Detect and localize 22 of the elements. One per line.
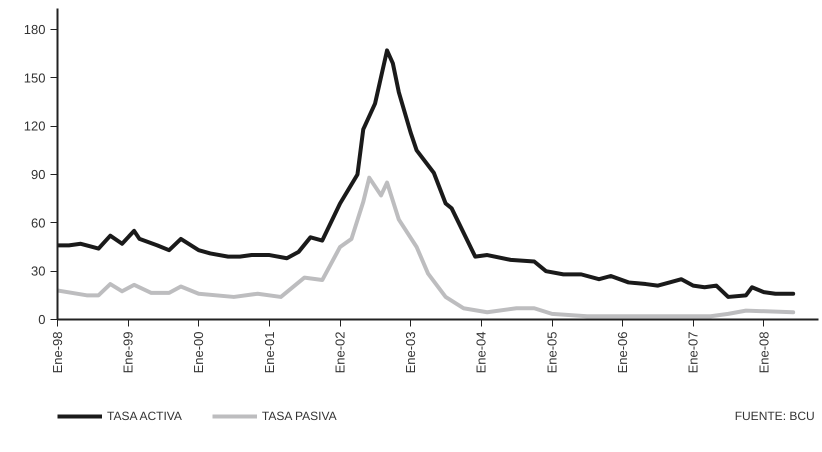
x-tick-label: Ene-04	[474, 332, 489, 374]
x-tick-label: Ene-01	[262, 332, 277, 374]
x-tick-label: Ene-05	[544, 332, 560, 374]
x-tick-label: Ene-08	[756, 332, 772, 374]
source-note: FUENTE: BCU	[734, 409, 815, 423]
x-tick-label: Ene-02	[332, 332, 348, 374]
x-tick-label: Ene-99	[120, 332, 136, 374]
legend-label: TASA ACTIVA	[107, 409, 182, 423]
y-tick-label: 90	[31, 166, 46, 182]
x-tick-label: Ene-00	[191, 332, 206, 374]
y-tick-label: 150	[24, 70, 46, 86]
y-tick-label: 180	[24, 22, 46, 37]
y-tick-label: 30	[31, 264, 46, 279]
y-tick-label: 60	[31, 215, 46, 230]
line-series	[58, 176, 796, 318]
x-tick-label: Ene-98	[50, 332, 65, 374]
y-tick-label: 0	[38, 312, 46, 327]
legend-label: TASA PASIVA	[262, 409, 337, 423]
x-tick-label: Ene-03	[403, 332, 418, 374]
x-tick-label: Ene-07	[686, 332, 701, 374]
x-tick-label: Ene-06	[615, 332, 630, 374]
y-tick-label: 120	[24, 118, 46, 134]
